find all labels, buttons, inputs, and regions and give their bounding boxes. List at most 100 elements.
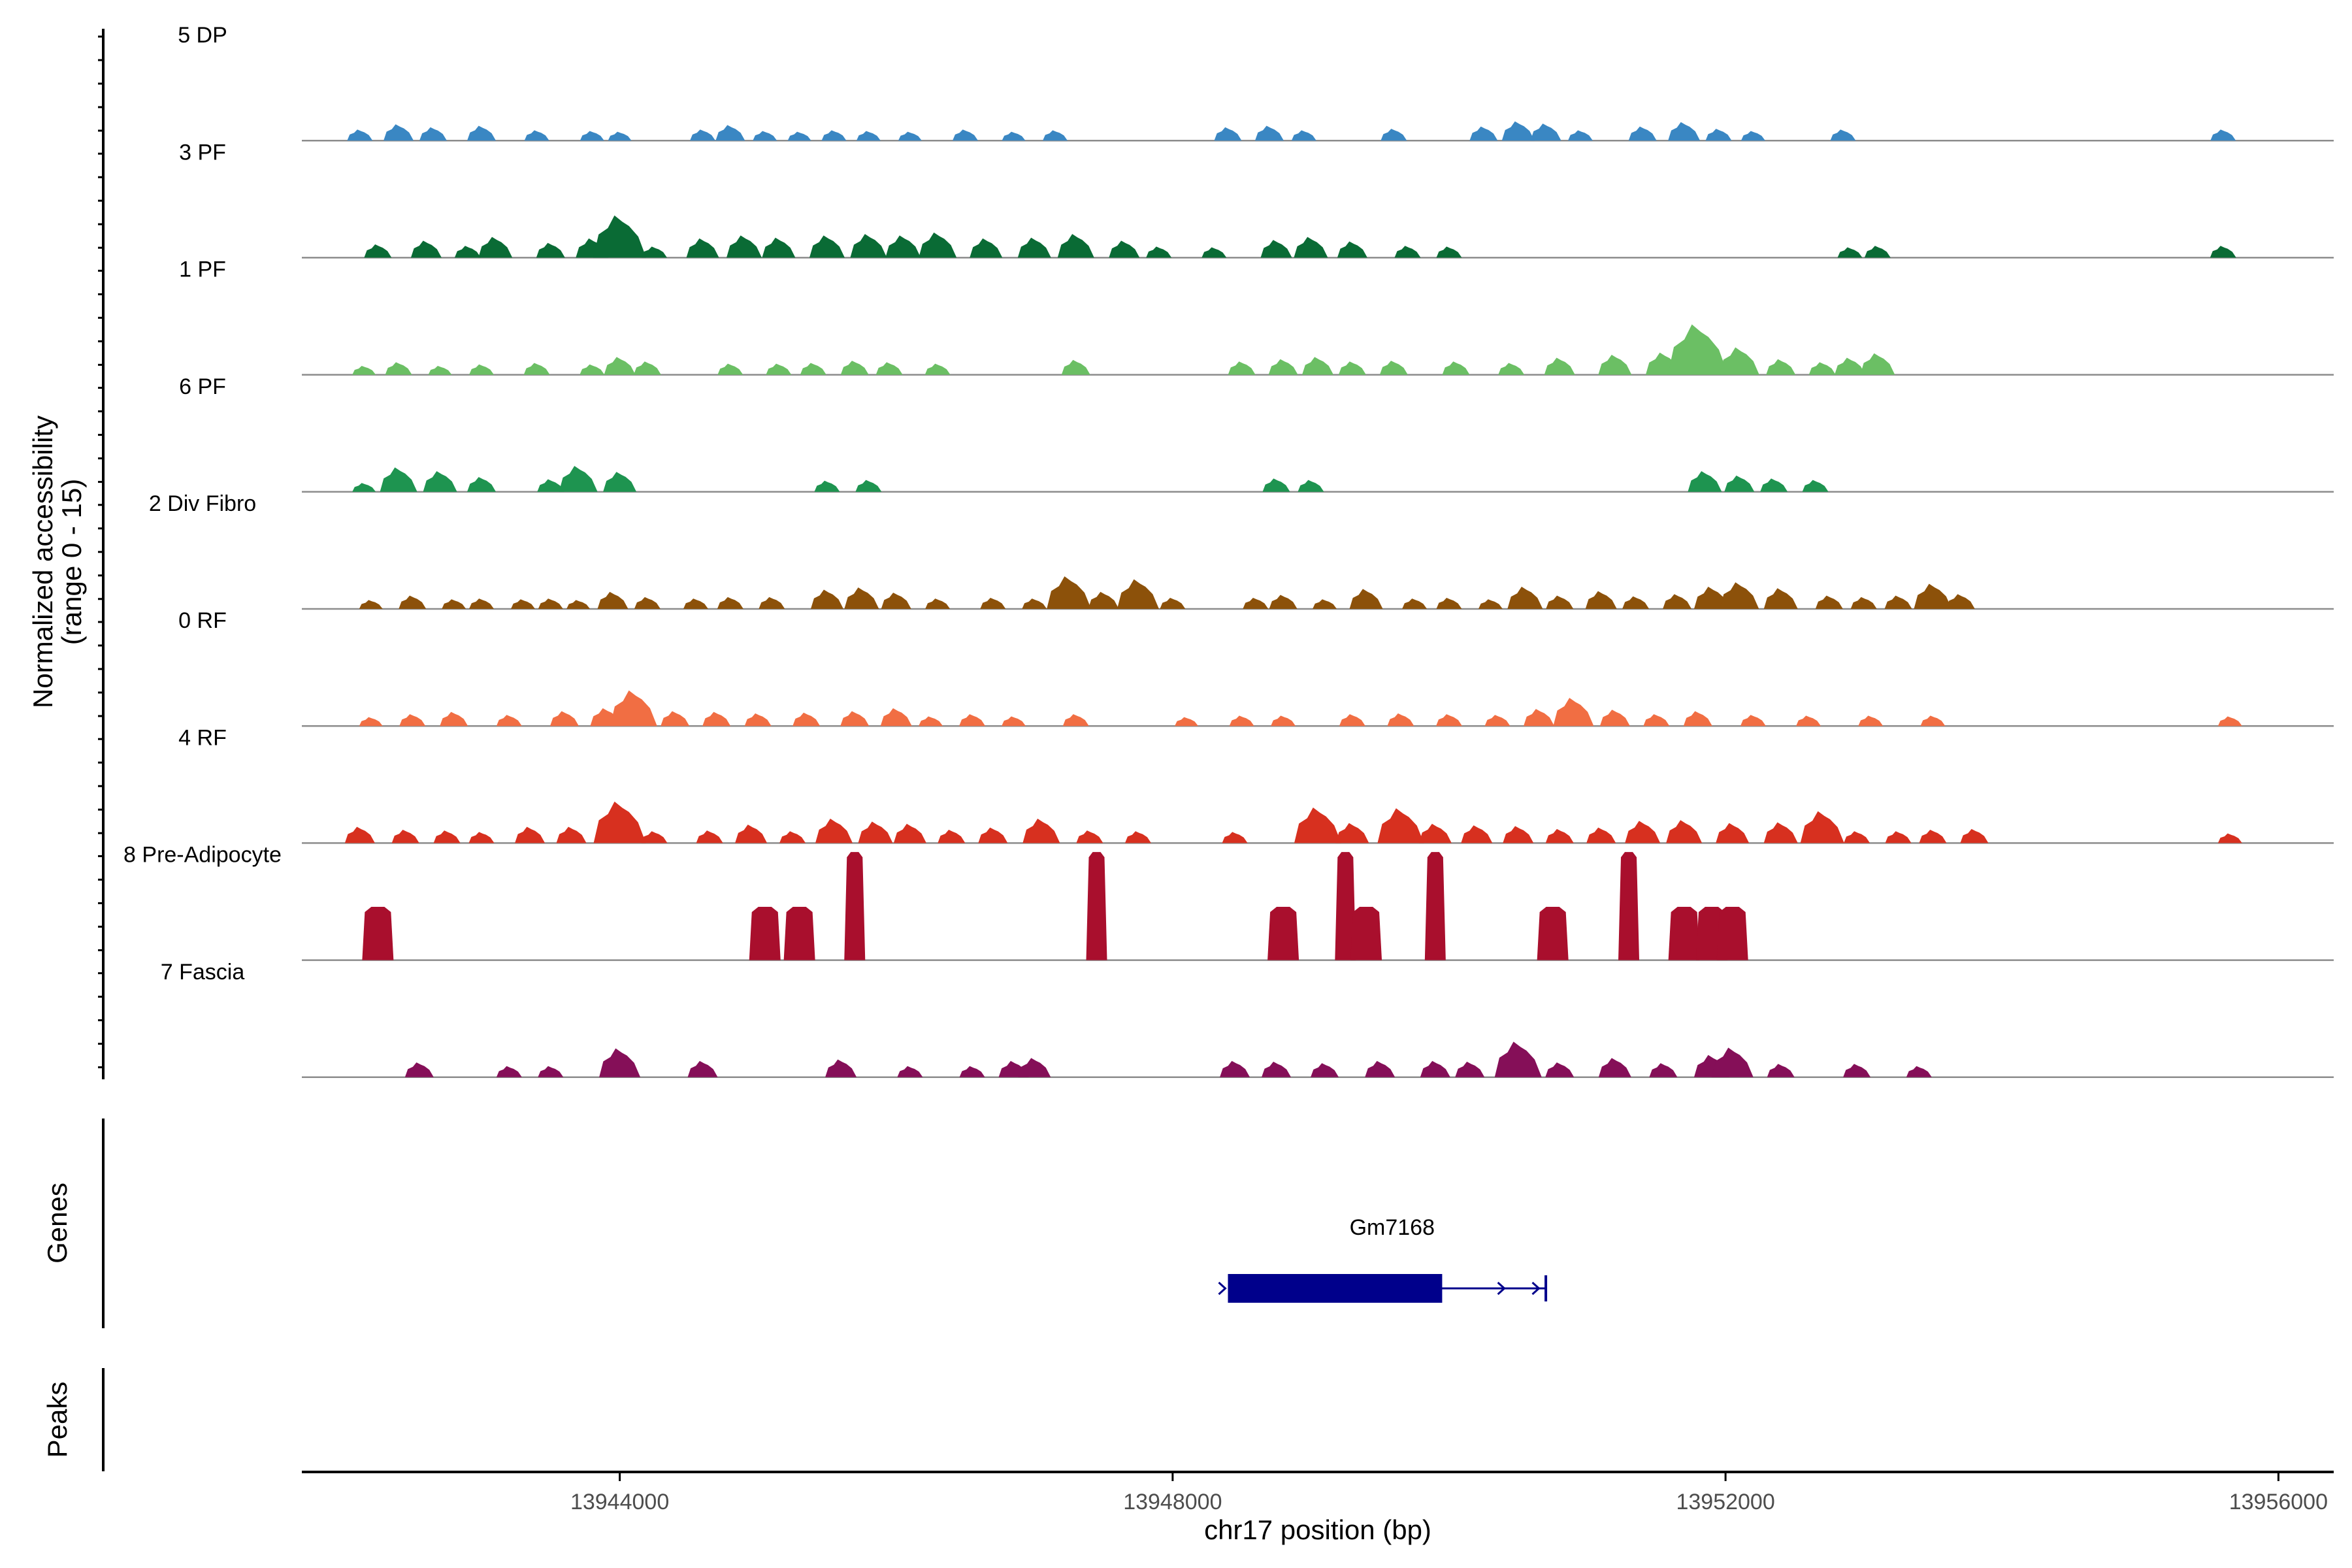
coverage-peak [515, 826, 546, 843]
coverage-peak [641, 246, 667, 258]
track-label: 8 Pre-Adipocyte [123, 843, 282, 868]
coverage-peak [1017, 237, 1051, 258]
coverage-peak [603, 472, 637, 492]
coverage-peak [359, 717, 383, 727]
coverage-peak [715, 125, 745, 141]
coverage-peak [1436, 246, 1462, 258]
coverage-peak [1960, 828, 1989, 843]
coverage-peak [1402, 598, 1428, 609]
gene-strand-arrow [1497, 1281, 1506, 1296]
coverage-peak [1837, 247, 1863, 258]
coverage-peak [399, 714, 426, 727]
gene-strand-arrow [1531, 1281, 1541, 1296]
coverage-peak [1693, 587, 1729, 609]
coverage-peak [687, 1060, 718, 1077]
coverage-peak [1625, 821, 1661, 843]
coverage-peak [759, 596, 785, 609]
coverage-peak [442, 599, 466, 609]
coverage-peak [1740, 715, 1766, 727]
coverage-peak [1545, 1062, 1575, 1077]
coverage-peak [1229, 715, 1254, 727]
coverage-peak [566, 600, 591, 609]
coverage-peak [1335, 823, 1369, 843]
coverage-peak [893, 823, 926, 843]
track-label: 0 RF [178, 608, 227, 633]
coverage-peak [1349, 589, 1383, 609]
track-6-pf: 6 PF [179, 374, 2334, 493]
coverage-peak [1586, 827, 1616, 843]
coverage-peak [1622, 596, 1650, 609]
coverage-peak [2217, 833, 2242, 843]
coverage-peak [959, 714, 986, 727]
coverage-peak [1394, 246, 1421, 258]
coverage-peak [1387, 713, 1414, 727]
coverage-peak [1544, 357, 1575, 375]
coverage-peak [1302, 357, 1333, 375]
y-axis-title-line2: (range 0 - 15) [56, 479, 87, 645]
coverage-peak [1420, 1060, 1450, 1077]
coverage-peak [661, 711, 690, 727]
coverage-peak [1057, 234, 1094, 258]
coverage-peak [1667, 324, 1728, 375]
y-axis-title-line1: Normalized accessibility [27, 416, 58, 708]
coverage-peak [1228, 361, 1256, 375]
coverage-peak [467, 125, 497, 141]
coverage-peak [938, 830, 966, 843]
coverage-peak [1688, 471, 1722, 492]
coverage-tracks: 5 DP 3 PF 1 PF 6 PF 2 Div Fibro 0 RF 4 RF 8 Pre… [123, 23, 2334, 1079]
coverage-peak [2210, 129, 2236, 141]
coverage-peak [1885, 831, 1912, 843]
coverage-peak [1720, 582, 1759, 609]
coverage-peak [384, 124, 414, 141]
coverage-peak [855, 480, 882, 492]
coverage-peak [1478, 599, 1503, 609]
coverage-peak [1262, 478, 1290, 492]
coverage-peak [1666, 820, 1703, 843]
coverage-peak [1628, 126, 1657, 141]
coverage-peak [440, 711, 468, 727]
coverage-peak [779, 831, 806, 843]
coverage-peak [1022, 819, 1060, 843]
peaks-label: Peaks [42, 1382, 73, 1458]
coverage-peak [454, 246, 481, 258]
coverage-peak [1220, 1060, 1250, 1077]
coverage-peak [428, 366, 452, 375]
coverage-peak [1267, 907, 1299, 960]
coverage-peak [549, 711, 579, 727]
coverage-peak [2210, 246, 2236, 258]
y-axis-title: Normalized accessibility (range 0 - 15) [27, 416, 87, 708]
coverage-peak [1719, 347, 1759, 375]
coverage-peak [467, 477, 497, 492]
x-tick-label: 13944000 [570, 1490, 669, 1514]
track-0-rf: 0 RF [178, 608, 2334, 727]
coverage-peak [1808, 362, 1836, 375]
coverage-peak [380, 467, 417, 492]
track-1-pf: 1 PF [179, 257, 2334, 376]
coverage-peak [766, 363, 792, 375]
coverage-peak [919, 232, 957, 258]
coverage-peak [1160, 598, 1186, 609]
coverage-peak [1683, 711, 1712, 727]
x-tick-label: 13956000 [2229, 1490, 2328, 1514]
coverage-peak [1835, 357, 1866, 375]
coverage-peak [1668, 122, 1701, 141]
coverage-peak [1461, 825, 1493, 843]
coverage-peak [1365, 1060, 1396, 1077]
coverage-peak [762, 237, 796, 258]
coverage-peak [634, 596, 661, 609]
coverage-peak [690, 129, 716, 141]
coverage-peak [469, 598, 495, 609]
coverage-peak [1271, 715, 1296, 727]
coverage-peak [844, 852, 866, 960]
coverage-peak [1291, 130, 1316, 141]
coverage-peak [1018, 1058, 1051, 1077]
coverage-peak [1294, 237, 1328, 258]
track-label: 1 PF [179, 257, 226, 282]
coverage-peak [1442, 361, 1470, 375]
coverage-peak [1269, 595, 1298, 609]
track-label: 2 Div Fibro [149, 491, 256, 516]
coverage-peak [959, 1066, 985, 1077]
coverage-peak [1311, 1063, 1339, 1077]
coverage-peak [593, 801, 646, 843]
coverage-peak [1339, 714, 1365, 727]
